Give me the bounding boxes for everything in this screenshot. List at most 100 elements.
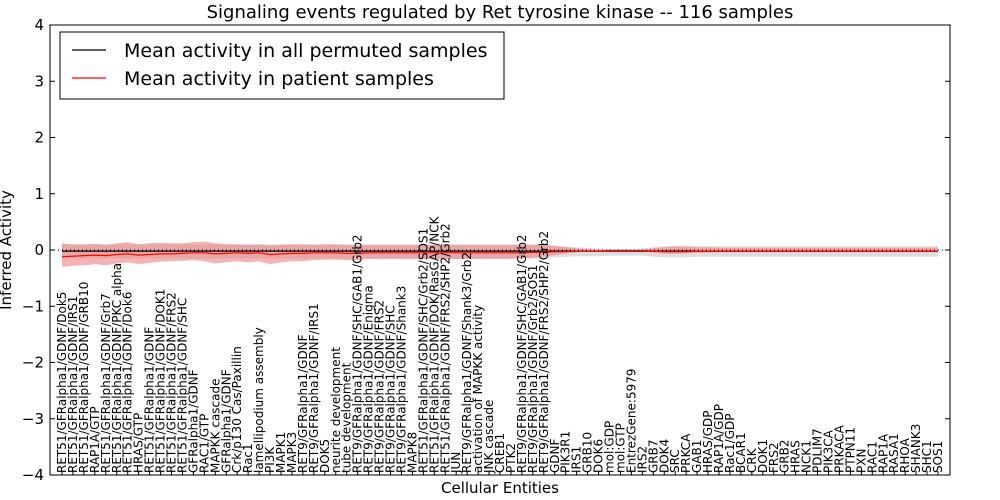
x-tick-label: Crk/p130 Cas/Paxillin <box>230 346 244 473</box>
x-tick-label: RET9/GFRalpha1/GDNF/Shank3 <box>394 286 408 473</box>
legend-frame <box>59 31 505 100</box>
x-tick-label: RET9/GFRalpha1/GDNF/Shank3/Grb2 <box>460 252 474 473</box>
x-tick-label: RET9/GFRalpha1/GDNF/SHC <box>384 305 398 473</box>
x-axis-label: Cellular Entities <box>441 479 559 497</box>
x-tick-label: RAC1/GTP <box>197 414 211 473</box>
y-axis: −4 −3 −2 −1 0 1 2 3 4 <box>22 16 950 484</box>
x-tick-label: RAP1A <box>876 433 890 473</box>
x-tick-label: EntrezGene:5979 <box>624 369 638 474</box>
legend: Mean activity in all permuted samples Me… <box>59 31 505 100</box>
x-tick-label: GDNF <box>548 438 562 473</box>
x-tick-label: JNK cascade <box>482 400 496 474</box>
x-tick-label: RET9/GFRalpha1/GDNF/SHC/GAB1/Grb2 <box>515 234 529 473</box>
band-patient-range <box>62 241 938 267</box>
x-tick-label: GFRalpha1/GDNF <box>186 369 200 473</box>
x-tick-label: activation of MAPKK activity <box>471 305 485 473</box>
x-tick-label: RAC1 <box>865 441 879 473</box>
x-tick-label: FRS2 <box>767 443 781 474</box>
chart-title: Signaling events regulated by Ret tyrosi… <box>207 2 794 23</box>
x-tick-label: CREB1 <box>493 433 507 473</box>
x-tick-label: mol:GDP <box>603 421 617 473</box>
legend-label-patient: Mean activity in patient samples <box>124 68 434 90</box>
x-tick-label: GRB7 <box>646 439 660 473</box>
x-tick-label: tube development <box>340 362 354 473</box>
x-tick-label: RET51/GFRalpha1/GDNF/SHC <box>175 298 189 473</box>
x-tick-label: PIK3R1 <box>559 431 573 473</box>
x-tick-label: MAPK8 <box>405 432 419 473</box>
x-tick-label: GRB10 <box>581 432 595 473</box>
y-tick-label: −4 <box>22 466 44 484</box>
x-tick-label: mol:GTP <box>614 423 628 473</box>
x-tick-label: RAP1A/GDP <box>712 404 726 473</box>
x-tick-label: HRAS/GTP <box>132 413 146 473</box>
x-tick-label: MAPK3 <box>285 432 299 473</box>
series-line-patient <box>61 250 938 258</box>
x-tick-label: PI3K <box>263 446 277 473</box>
x-tick-label: RET9/GFRalpha1/GDNF/IRS1 <box>307 303 321 473</box>
x-tick-label: RET9/GFRalpha1/GDNF <box>296 334 310 473</box>
x-tick-label: RET51/GFRalpha1/GDNF/Grb7 <box>99 293 113 473</box>
x-tick-label: PDLIM7 <box>811 428 825 473</box>
x-tick-label: NCK1 <box>800 440 814 473</box>
x-tick-label: RET51/GFRalpha1/GDNF/IRS1 <box>66 296 80 473</box>
x-tick-label: SRC <box>668 449 682 473</box>
x-tick-label: HRAS <box>789 440 803 473</box>
x-tick-label: GRB2 <box>778 439 792 473</box>
x-tick-label: RET9/GFRalpha1/GDNF/SHC/GAB1/Grb2 <box>351 234 365 473</box>
x-tick-label: RET51/GFRalpha1/GDNF/GRB10 <box>77 282 91 473</box>
x-tick-label: DOK5 <box>318 439 332 473</box>
x-tick-label: DOK1 <box>756 439 770 473</box>
x-tick-label: BCAR1 <box>734 432 748 473</box>
x-tick-label: RET51/GFRalpha1/GDNF/FRS2 <box>165 292 179 473</box>
x-tick-label: SHANK3 <box>909 424 923 473</box>
x-tick-label: RET9/GFRalpha1/GDNF/Grb2/SOS1 <box>526 265 540 473</box>
x-tick-label: neurite development <box>329 347 343 473</box>
x-tick-label: JUN <box>449 452 463 474</box>
x-tick-label: PRKACA <box>833 424 847 473</box>
x-tick-label: SOS1 <box>931 441 945 473</box>
x-tick-label: Rac1 <box>241 443 255 473</box>
y-tick-label: 0 <box>34 241 44 259</box>
x-tick-label: PTPN11 <box>843 427 857 473</box>
x-tick-label: IRS2 <box>635 446 649 473</box>
x-tick-label: PTK2 <box>504 443 518 473</box>
x-tick-label: HRAS/GDP <box>701 410 715 473</box>
x-tick-label: DOK4 <box>657 439 671 473</box>
x-tick-label: SHC1 <box>920 440 934 473</box>
x-tick-label: RET51/GFRalpha1/GDNF/SHC/Grb2/SOS1 <box>416 228 430 473</box>
x-tick-label: RASA1 <box>887 433 901 473</box>
x-tick-label: DOK6 <box>592 439 606 473</box>
x-tick-label: GFRalpha1/GDNF <box>219 369 233 473</box>
x-tick-label: RET51/GFRalpha1/GDNF/DOK/RasGAP/NCK <box>427 215 441 473</box>
y-tick-label: 1 <box>34 185 44 203</box>
y-tick-label: −2 <box>22 354 44 372</box>
y-tick-label: 4 <box>34 16 44 34</box>
x-tick-label: RET9/GFRalpha1/GDNF/FRS2/SHP2/Grb2 <box>537 231 551 473</box>
x-tick-label: Rac1/GDP <box>723 414 737 473</box>
x-tick-label: RAP1A/GTP <box>88 406 102 473</box>
x-tick-label: RET9/GFRalpha1/GDNF/Enigma <box>362 285 376 473</box>
x-tick-label: RET51/GFRalpha1/GDNF/Dok5 <box>55 292 69 473</box>
y-tick-label: −1 <box>22 297 44 315</box>
x-tick-label: RET51/GFRalpha1/GDNF/DOK1 <box>154 289 168 473</box>
x-tick-label: GAB1 <box>690 440 704 473</box>
y-axis-label: Inferred Activity <box>0 190 15 310</box>
x-tick-label: MAPKK cascade <box>208 378 222 473</box>
y-tick-label: −3 <box>22 410 44 428</box>
y-tick-label: 2 <box>34 129 44 147</box>
x-tick-label: RET51/GFRalpha1/GDNF <box>143 327 157 473</box>
x-tick-label: PIK3CA <box>822 429 836 473</box>
x-tick-label: RET9/GFRalpha1/GDNF/FRS2 <box>373 300 387 473</box>
y-tick-label: 3 <box>34 72 44 90</box>
x-axis: RET51/GFRalpha1/GDNF/Dok5RET51/GFRalpha1… <box>55 215 945 475</box>
x-tick-label: RET51/GFRalpha1/GDNF/FRS2/SHP2/Grb2 <box>438 223 452 473</box>
x-tick-label: CRK <box>745 447 759 473</box>
x-tick-label: MAPK1 <box>274 432 288 473</box>
legend-label-permuted: Mean activity in all permuted samples <box>124 40 487 62</box>
x-tick-label: RHOA <box>898 437 912 473</box>
x-tick-label: RET51/GFRalpha1/GDNF/Dok6 <box>121 292 135 473</box>
lines-layer <box>61 250 938 258</box>
bands-layer <box>62 241 938 267</box>
x-tick-label: lamellipodium assembly <box>252 327 266 473</box>
